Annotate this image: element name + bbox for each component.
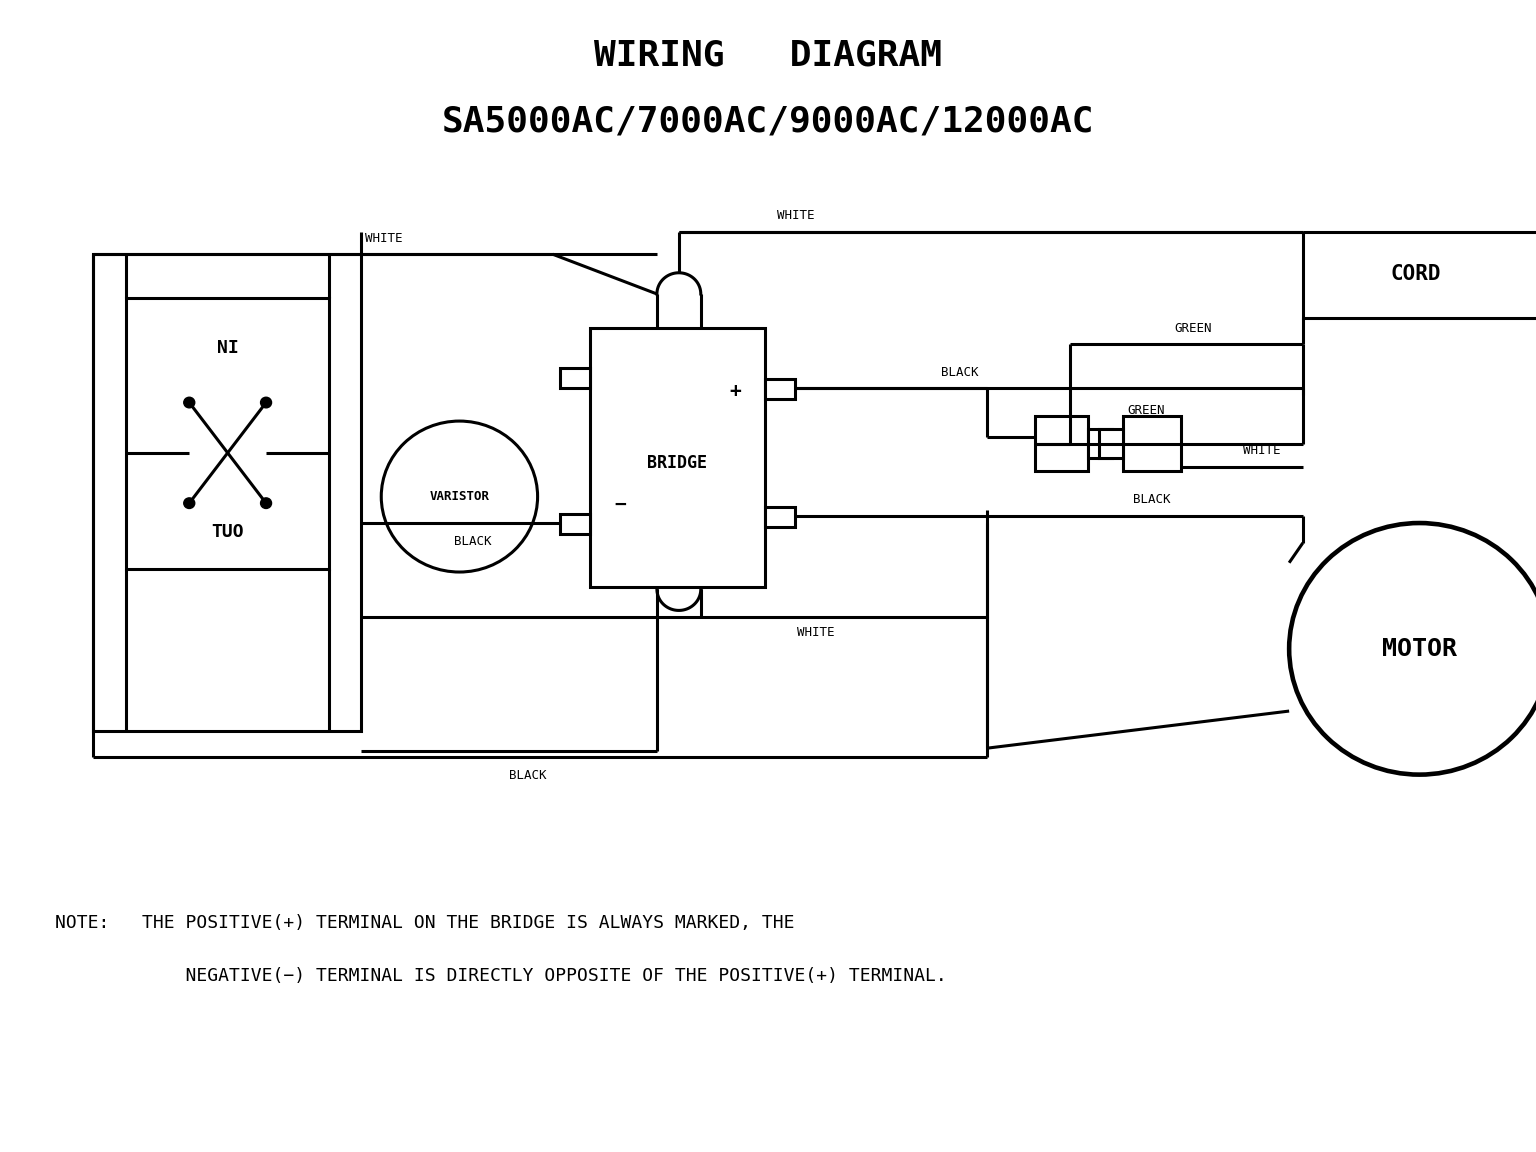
Text: WHITE: WHITE xyxy=(797,627,834,639)
Text: SA5000AC/7000AC/9000AC/12000AC: SA5000AC/7000AC/9000AC/12000AC xyxy=(442,105,1094,139)
Text: MOTOR: MOTOR xyxy=(1382,637,1458,661)
Text: WHITE: WHITE xyxy=(777,210,814,222)
Text: VARISTOR: VARISTOR xyxy=(430,490,490,503)
Text: NEGATIVE(−) TERMINAL IS DIRECTLY OPPOSITE OF THE POSITIVE(+) TERMINAL.: NEGATIVE(−) TERMINAL IS DIRECTLY OPPOSIT… xyxy=(55,967,946,985)
Bar xyxy=(1123,416,1181,471)
Circle shape xyxy=(261,397,272,408)
Text: TUO: TUO xyxy=(212,523,244,541)
Bar xyxy=(1303,232,1536,318)
Circle shape xyxy=(261,498,272,508)
Bar xyxy=(590,328,765,586)
Circle shape xyxy=(184,498,195,508)
Circle shape xyxy=(184,397,195,408)
Text: WHITE: WHITE xyxy=(366,232,402,245)
Text: BLACK: BLACK xyxy=(1134,493,1170,506)
Text: BRIDGE: BRIDGE xyxy=(648,454,708,472)
Text: WHITE: WHITE xyxy=(1243,444,1281,456)
Bar xyxy=(765,379,796,399)
Bar xyxy=(1035,416,1087,471)
Text: NI: NI xyxy=(217,339,238,357)
Text: GREEN: GREEN xyxy=(1175,321,1212,335)
Text: −: − xyxy=(614,495,625,514)
Bar xyxy=(765,507,796,526)
Bar xyxy=(1087,429,1112,458)
Bar xyxy=(559,514,590,533)
Text: NOTE:   THE POSITIVE(+) TERMINAL ON THE BRIDGE IS ALWAYS MARKED, THE: NOTE: THE POSITIVE(+) TERMINAL ON THE BR… xyxy=(55,914,794,932)
Circle shape xyxy=(1289,523,1536,774)
Bar xyxy=(559,369,590,388)
Text: WIRING   DIAGRAM: WIRING DIAGRAM xyxy=(594,39,942,73)
Text: BLACK: BLACK xyxy=(510,770,547,782)
Text: CORD: CORD xyxy=(1390,264,1441,285)
Bar xyxy=(94,255,361,730)
Circle shape xyxy=(381,422,538,573)
Bar xyxy=(126,298,329,569)
Bar xyxy=(1098,429,1123,458)
Text: BLACK: BLACK xyxy=(942,365,978,379)
Text: GREEN: GREEN xyxy=(1127,404,1166,417)
Text: +: + xyxy=(730,382,740,401)
Text: BLACK: BLACK xyxy=(455,535,492,548)
